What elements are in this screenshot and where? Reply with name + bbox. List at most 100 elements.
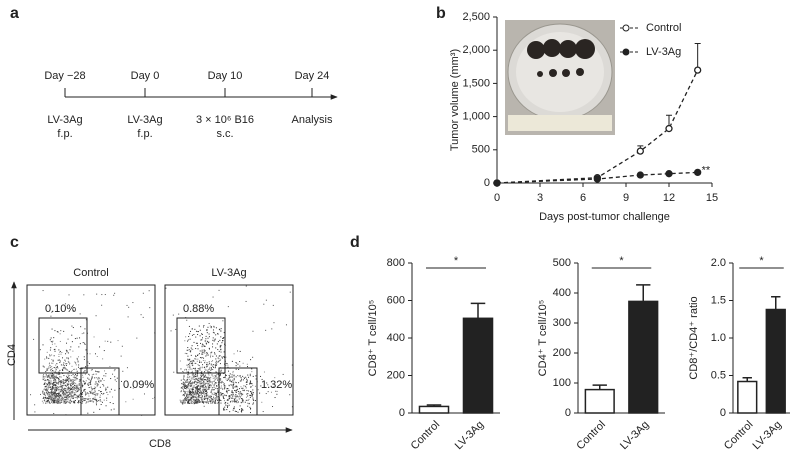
dot	[52, 362, 54, 364]
dot	[246, 363, 248, 365]
dot	[186, 396, 188, 398]
dot	[191, 396, 193, 398]
dot	[85, 366, 87, 368]
dot	[68, 375, 70, 377]
dot	[252, 392, 254, 394]
dot	[140, 314, 142, 316]
x-tick-label: LV-3Ag	[453, 419, 486, 452]
dot	[48, 402, 50, 404]
dot	[200, 342, 202, 344]
dot	[246, 381, 248, 383]
dot	[261, 401, 263, 403]
dot	[71, 387, 73, 389]
dot	[198, 401, 200, 403]
dot	[240, 378, 242, 380]
y-tick-label: 200	[387, 369, 405, 381]
dot	[191, 345, 193, 347]
dot	[53, 374, 55, 376]
dot	[56, 388, 58, 390]
dot	[69, 393, 71, 395]
dot	[90, 379, 92, 381]
dot	[51, 373, 53, 375]
dot	[68, 390, 70, 392]
dot	[94, 389, 96, 391]
dot	[237, 375, 239, 377]
dot	[93, 373, 95, 375]
dot	[47, 383, 49, 385]
dot	[247, 374, 249, 376]
dot	[57, 394, 59, 396]
dot	[198, 393, 200, 395]
panel-label: a	[10, 5, 19, 22]
dot	[72, 382, 74, 384]
dot	[204, 345, 206, 347]
dot	[210, 364, 212, 366]
dot	[214, 394, 216, 396]
dot	[128, 306, 130, 308]
dot	[57, 377, 59, 379]
dot	[58, 371, 60, 373]
dot	[97, 384, 99, 386]
dot	[200, 387, 202, 389]
dot	[172, 314, 174, 316]
dot	[215, 394, 217, 396]
dot	[207, 342, 209, 344]
dot	[74, 382, 76, 384]
dot	[199, 361, 201, 363]
dot	[103, 380, 105, 382]
dot	[75, 379, 77, 381]
dot	[75, 377, 77, 379]
dot	[208, 336, 210, 338]
event-day: Day 0	[131, 70, 160, 82]
dot	[203, 381, 205, 383]
dot	[184, 400, 186, 402]
dot	[69, 371, 71, 373]
dot	[213, 340, 215, 342]
dot	[240, 410, 242, 412]
dot	[185, 385, 187, 387]
dot	[61, 398, 63, 400]
dot	[200, 374, 202, 376]
dot	[62, 367, 64, 369]
dot	[99, 396, 101, 398]
dot	[196, 386, 198, 388]
dot	[50, 398, 52, 400]
gate-percent: 0.10%	[45, 303, 76, 315]
dot	[221, 357, 223, 359]
dot	[194, 392, 196, 394]
y-tick-label: 1.5	[711, 294, 726, 306]
dot	[249, 396, 251, 398]
dot	[192, 392, 194, 394]
dot	[66, 378, 68, 380]
bar	[584, 388, 615, 414]
dot	[48, 396, 50, 398]
dot	[65, 364, 67, 366]
dot	[76, 386, 78, 388]
dot	[55, 400, 57, 402]
dot	[226, 380, 228, 382]
dot	[180, 391, 182, 393]
dot	[68, 387, 70, 389]
dot	[195, 398, 197, 400]
dot	[226, 399, 228, 401]
dot	[71, 341, 73, 343]
dot	[216, 385, 218, 387]
dot	[196, 402, 198, 404]
dot	[208, 397, 210, 399]
dot	[197, 333, 199, 335]
panel-label: c	[10, 234, 19, 251]
dot	[51, 368, 53, 370]
dot	[60, 394, 62, 396]
dot	[215, 364, 217, 366]
dot	[48, 402, 50, 404]
dot	[143, 393, 145, 395]
dot	[183, 384, 185, 386]
dot	[250, 391, 252, 393]
dot	[49, 400, 51, 402]
dot	[221, 393, 223, 395]
dot	[240, 402, 242, 404]
dot	[246, 379, 248, 381]
dot	[87, 361, 89, 363]
dot	[183, 382, 185, 384]
dot	[86, 401, 88, 403]
